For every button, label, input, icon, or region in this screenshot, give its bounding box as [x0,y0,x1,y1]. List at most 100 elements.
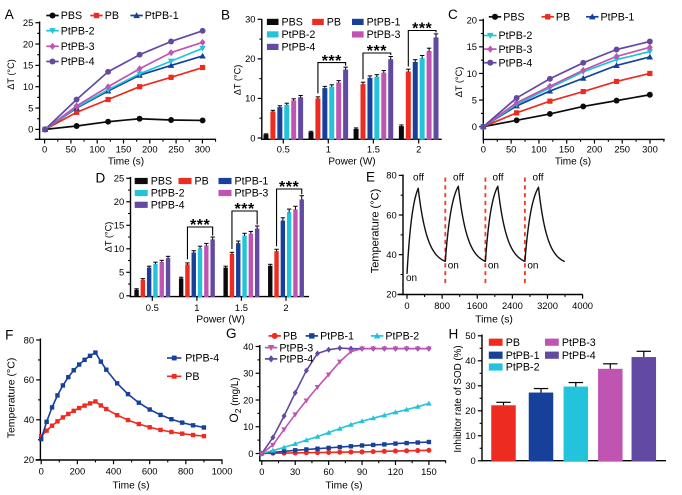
svg-text:3200: 3200 [537,300,558,311]
svg-text:50: 50 [66,144,76,155]
svg-text:PB: PB [506,337,520,349]
svg-text:20: 20 [23,38,33,49]
svg-text:PBS: PBS [61,10,82,22]
svg-text:20: 20 [24,454,34,465]
svg-text:Power (W): Power (W) [196,315,245,326]
svg-text:250: 250 [614,144,630,155]
svg-text:C: C [448,7,458,22]
svg-text:PtPB-1: PtPB-1 [320,331,354,343]
svg-text:PB: PB [195,176,209,188]
svg-text:0: 0 [42,144,47,155]
svg-text:150: 150 [421,466,437,477]
svg-text:10: 10 [114,243,124,254]
svg-text:off: off [413,173,424,184]
svg-text:PtPB-2: PtPB-2 [506,362,540,374]
svg-text:0: 0 [250,132,255,143]
svg-text:PtPB-2: PtPB-2 [499,30,533,42]
svg-text:15: 15 [467,41,477,52]
svg-text:2: 2 [283,302,288,313]
svg-text:on: on [527,260,538,271]
svg-text:150: 150 [559,144,575,155]
svg-text:PtPB-4: PtPB-4 [499,57,533,69]
svg-text:PB: PB [283,331,297,343]
svg-text:PtPB-1: PtPB-1 [235,176,269,188]
svg-text:PtPB-3: PtPB-3 [499,44,533,56]
svg-text:4000: 4000 [572,300,593,311]
svg-text:20: 20 [245,53,255,64]
svg-text:0: 0 [28,124,33,135]
svg-text:5: 5 [119,267,124,278]
svg-text:10: 10 [245,93,255,104]
svg-text:15: 15 [114,220,124,231]
svg-text:PB: PB [105,10,119,22]
svg-text:PtPB-4: PtPB-4 [151,199,185,211]
svg-text:***: *** [235,201,255,218]
svg-text:PtPB-4: PtPB-4 [61,56,95,68]
svg-text:off: off [533,173,544,184]
svg-text:on: on [406,273,417,284]
svg-text:ΔT (°C): ΔT (°C) [454,67,464,98]
svg-text:PB: PB [556,12,570,24]
svg-text:80: 80 [386,170,396,181]
svg-text:10: 10 [243,421,253,432]
svg-text:on: on [488,260,499,271]
svg-text:30: 30 [245,14,255,25]
svg-text:***: *** [412,21,432,38]
svg-text:Temperature (°C): Temperature (°C) [6,358,18,439]
svg-text:30: 30 [290,466,300,477]
svg-text:PtPB-2: PtPB-2 [61,25,95,37]
svg-text:90: 90 [357,466,367,477]
svg-text:***: *** [367,43,387,60]
svg-text:400: 400 [106,465,122,476]
svg-text:20: 20 [467,15,477,26]
svg-text:10: 10 [467,68,477,79]
svg-text:0: 0 [119,290,124,301]
svg-text:20: 20 [465,405,475,416]
svg-text:150: 150 [116,144,132,155]
svg-text:50: 50 [506,144,516,155]
svg-text:800: 800 [178,465,194,476]
svg-text:1000: 1000 [212,465,233,476]
svg-text:50: 50 [465,330,475,341]
svg-text:PtPB-1: PtPB-1 [145,10,179,22]
svg-text:10: 10 [465,430,475,441]
svg-text:20: 20 [114,196,124,207]
svg-text:1.5: 1.5 [367,143,380,154]
svg-text:PtPB-1: PtPB-1 [506,350,540,362]
svg-text:PBS: PBS [503,12,524,24]
svg-text:Time (s): Time (s) [475,315,513,326]
svg-text:PtPB-3: PtPB-3 [279,342,313,354]
svg-text:40: 40 [24,414,34,425]
svg-text:1: 1 [326,143,331,154]
svg-text:600: 600 [142,465,158,476]
svg-text:PtPB-3: PtPB-3 [367,29,401,41]
svg-text:Temperature (°C): Temperature (°C) [370,189,382,273]
svg-text:30: 30 [465,380,475,391]
svg-text:200: 200 [70,465,86,476]
svg-text:off: off [453,173,464,184]
svg-text:Time (s): Time (s) [113,480,150,491]
svg-text:0.5: 0.5 [277,143,290,154]
svg-text:0: 0 [259,466,264,477]
svg-text:0: 0 [39,465,44,476]
svg-text:0: 0 [248,448,253,459]
svg-text:0.5: 0.5 [146,302,159,313]
svg-text:Time (s): Time (s) [555,156,591,167]
svg-text:800: 800 [434,300,450,311]
svg-text:1.5: 1.5 [235,302,248,313]
svg-text:5: 5 [28,102,33,113]
svg-text:PtPB-2: PtPB-2 [151,188,185,200]
svg-text:2: 2 [416,143,421,154]
svg-text:PtPB-3: PtPB-3 [61,41,95,53]
svg-text:Time (s): Time (s) [108,156,144,167]
svg-text:40: 40 [465,355,475,366]
svg-text:300: 300 [642,144,658,155]
svg-text:PtPB-1: PtPB-1 [601,12,635,24]
svg-text:100: 100 [531,144,547,155]
svg-text:PtPB-3: PtPB-3 [235,188,269,200]
svg-text:120: 120 [388,466,404,477]
svg-text:40: 40 [386,249,396,260]
svg-text:***: *** [322,53,342,70]
svg-text:***: *** [190,217,210,234]
svg-text:0: 0 [481,144,486,155]
